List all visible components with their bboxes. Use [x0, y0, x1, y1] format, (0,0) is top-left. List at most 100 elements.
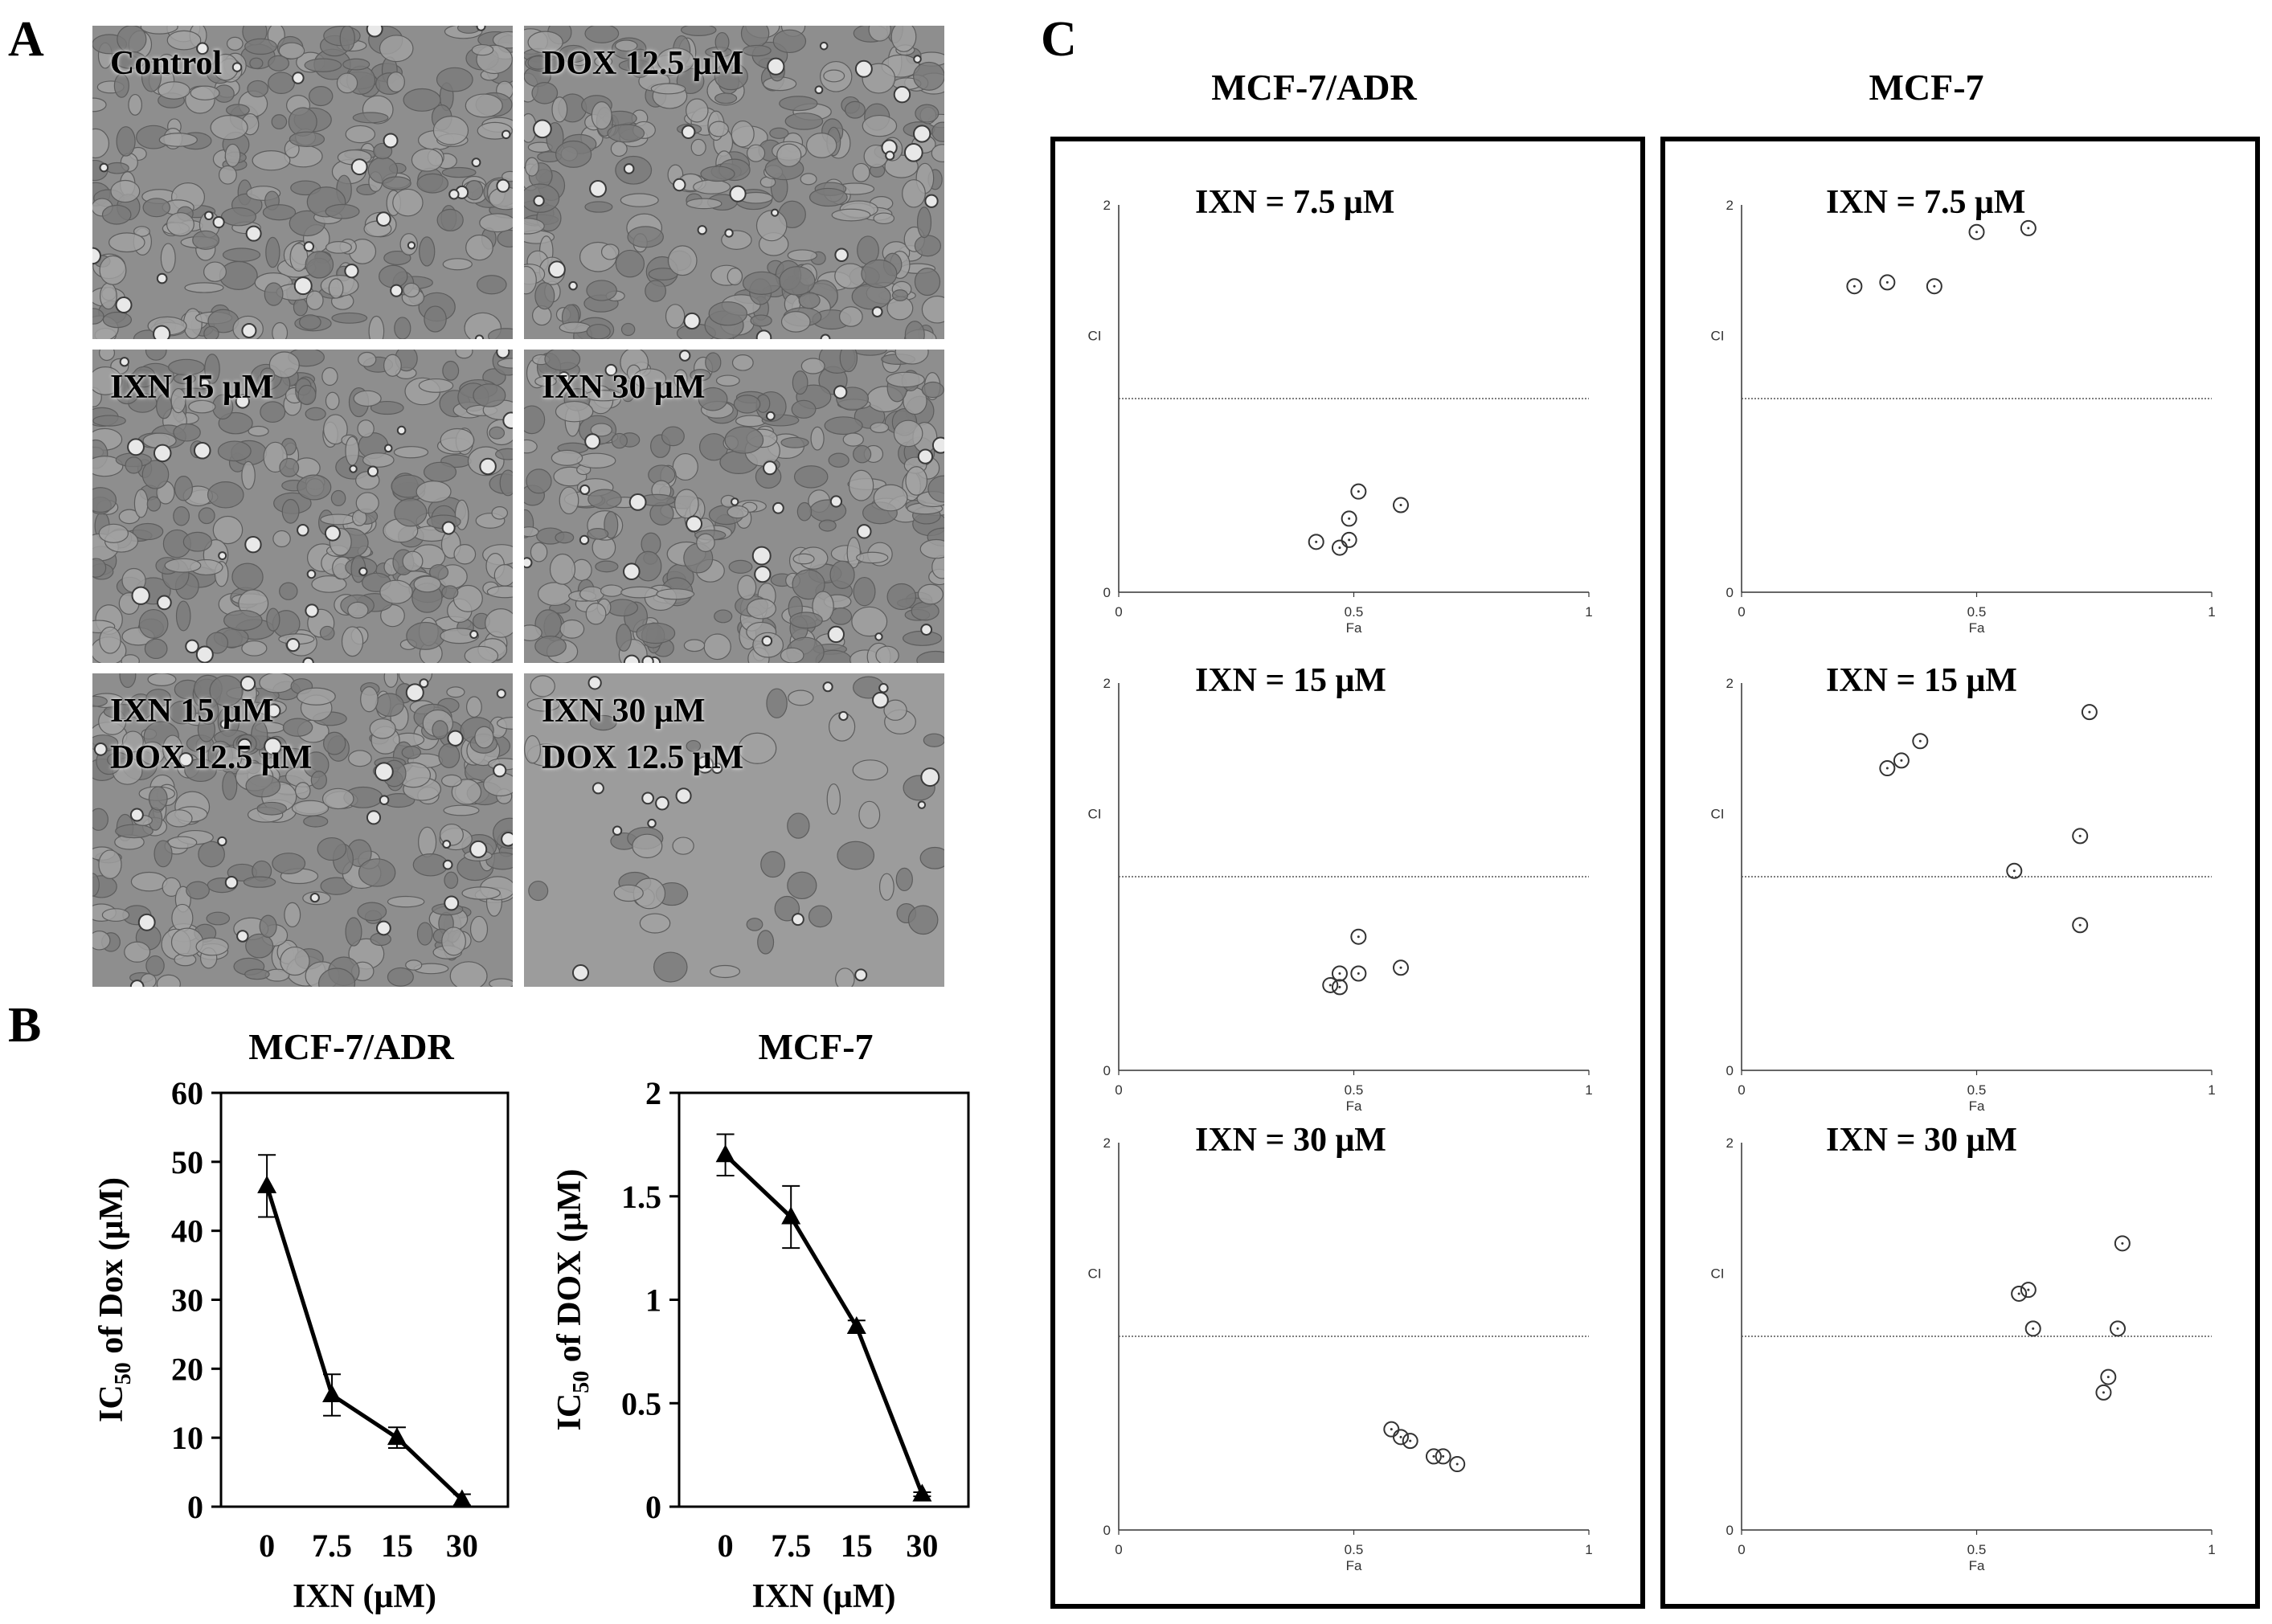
- ci-data-point-center: [2078, 923, 2082, 927]
- micrograph-texture: [92, 350, 513, 663]
- ci-data-point: [2100, 1368, 2117, 1385]
- ci-data-point: [1846, 278, 1863, 295]
- micrograph-6: IXN 30 μM DOX 12.5 μM: [524, 673, 944, 987]
- x-tick-label: 0.5: [1967, 604, 1987, 620]
- ci-data-point-center: [2078, 834, 2082, 837]
- x-tick-label: 0: [1738, 604, 1745, 620]
- ci-data-point-center: [1399, 966, 1402, 969]
- x-tick-label: 0: [1738, 1542, 1745, 1557]
- y-axis-label: CI: [1088, 1266, 1102, 1282]
- ci-plot-mcf7-row-2: 0 0.5 1 Fa 0 2 CI IXN = 15 μM: [1711, 662, 2216, 1114]
- ci-data-point: [1449, 1456, 1466, 1473]
- ci-data-point-center: [2116, 1327, 2119, 1330]
- ci-data-point-center: [1455, 1462, 1459, 1466]
- ci-data-point: [1393, 497, 1409, 513]
- x-tick-label: 7.5: [771, 1528, 811, 1564]
- y-axis-label: CI: [1088, 807, 1102, 822]
- y-tick-label: 50: [171, 1144, 203, 1180]
- y-axis-label: CI: [1711, 807, 1725, 822]
- ci-data-point-center: [2032, 1327, 2035, 1330]
- data-point-triangle: [452, 1489, 472, 1507]
- x-tick-label: 0.5: [1345, 1542, 1364, 1557]
- y-tick-label: 1: [645, 1282, 661, 1319]
- ci-data-point-center: [2106, 1376, 2110, 1379]
- ci-data-point-center: [1885, 767, 1889, 770]
- ci-data-point-center: [1442, 1454, 1445, 1458]
- panel-letter-c: C: [1041, 12, 1077, 67]
- ci-data-point: [1322, 976, 1339, 993]
- ci-data-point-center: [1348, 517, 1351, 520]
- series-line: [264, 1185, 464, 1502]
- ci-data-point-center: [1399, 504, 1402, 507]
- y-tick-label: 1.5: [621, 1179, 661, 1215]
- ci-data-point-center: [2027, 227, 2030, 230]
- micrograph-5: IXN 15 μM DOX 12.5 μM: [92, 673, 513, 987]
- x-tick-label: 0: [259, 1528, 275, 1564]
- x-tick-label: 30: [906, 1528, 938, 1564]
- panel-c-frame-adr: [1050, 137, 1645, 1609]
- ci-data-point-center: [1409, 1439, 1412, 1442]
- y-tick-label: 0: [645, 1489, 661, 1525]
- ci-plot-mcf7-row-3: 0 0.5 1 Fa 0 2 CI IXN = 30 μM: [1711, 1122, 2216, 1573]
- micrograph-1: Control: [92, 26, 513, 339]
- x-tick-label: 0.5: [1345, 1082, 1364, 1098]
- micrograph-label: DOX 12.5 μM: [542, 739, 744, 776]
- ci-data-point: [2020, 219, 2037, 236]
- y-tick-label: 0.5: [621, 1385, 661, 1422]
- y-tick-label: 0: [1726, 1523, 1734, 1538]
- ixn-concentration-label: IXN = 7.5 μM: [1826, 184, 2025, 221]
- panel-letter-b: B: [8, 998, 42, 1053]
- ixn-concentration-label: IXN = 7.5 μM: [1195, 184, 1394, 221]
- ci-data-point-center: [1338, 972, 1341, 975]
- y-tick-label: 2: [1726, 1135, 1734, 1151]
- x-tick-label: 1: [1585, 1082, 1592, 1098]
- ci-data-point: [2024, 1320, 2041, 1337]
- data-point-triangle: [781, 1206, 801, 1225]
- x-tick-label: 15: [381, 1528, 413, 1564]
- ci-data-point-center: [2121, 1242, 2124, 1245]
- y-axis-label: IC50 of Dox (μM): [93, 1177, 136, 1422]
- ci-data-point-center: [2012, 869, 2016, 873]
- x-axis-label: IXN (μM): [293, 1578, 436, 1615]
- micrograph-label: DOX 12.5 μM: [110, 739, 313, 776]
- micrograph-3: IXN 15 μM: [92, 350, 513, 663]
- y-axis-label: CI: [1088, 329, 1102, 344]
- y-tick-label: 10: [171, 1420, 203, 1456]
- y-tick-label: 0: [1103, 1063, 1111, 1078]
- data-point-triangle: [257, 1175, 277, 1193]
- x-axis-label: Fa: [1969, 620, 1985, 636]
- ci-data-point: [1425, 1448, 1442, 1465]
- x-tick-label: 0: [718, 1528, 734, 1564]
- ci-data-point: [2006, 862, 2023, 879]
- ci-data-point: [1402, 1433, 1418, 1450]
- ci-data-point: [1383, 1421, 1400, 1438]
- data-point-triangle: [715, 1144, 735, 1163]
- panel-c-frame-mcf7: [1660, 137, 2260, 1609]
- ci-data-point-center: [1852, 284, 1856, 288]
- micrograph-texture: [524, 350, 944, 663]
- ci-data-point: [1435, 1448, 1451, 1465]
- y-tick-label: 2: [645, 1075, 661, 1111]
- x-tick-label: 0.5: [1967, 1542, 1987, 1557]
- ci-data-point-center: [1933, 284, 1936, 288]
- micrograph-label: IXN 15 μM: [110, 369, 274, 406]
- y-tick-label: 2: [1726, 676, 1734, 691]
- y-tick-label: 60: [171, 1075, 203, 1111]
- ixn-concentration-label: IXN = 15 μM: [1195, 662, 1386, 699]
- chart-title: MCF-7/ADR: [248, 1026, 454, 1067]
- ci-data-point: [2020, 1282, 2037, 1299]
- series-line: [723, 1153, 924, 1495]
- micrograph-label: IXN 30 μM: [542, 369, 706, 406]
- x-tick-label: 0.5: [1345, 604, 1364, 620]
- ci-data-point-center: [1357, 935, 1360, 939]
- micrograph-label: IXN 30 μM: [542, 693, 706, 730]
- ci-data-point: [1341, 510, 1357, 527]
- x-axis-label: Fa: [1346, 1558, 1362, 1573]
- x-tick-label: 1: [2208, 604, 2215, 620]
- x-axis-label: IXN (μM): [752, 1578, 896, 1615]
- x-tick-label: 0: [1738, 1082, 1745, 1098]
- ci-plot-mcf7-row-1: 0 0.5 1 Fa 0 2 CI IXN = 7.5 μM: [1711, 184, 2216, 636]
- ci-data-point-center: [1357, 972, 1360, 975]
- ci-data-point: [1912, 733, 1929, 750]
